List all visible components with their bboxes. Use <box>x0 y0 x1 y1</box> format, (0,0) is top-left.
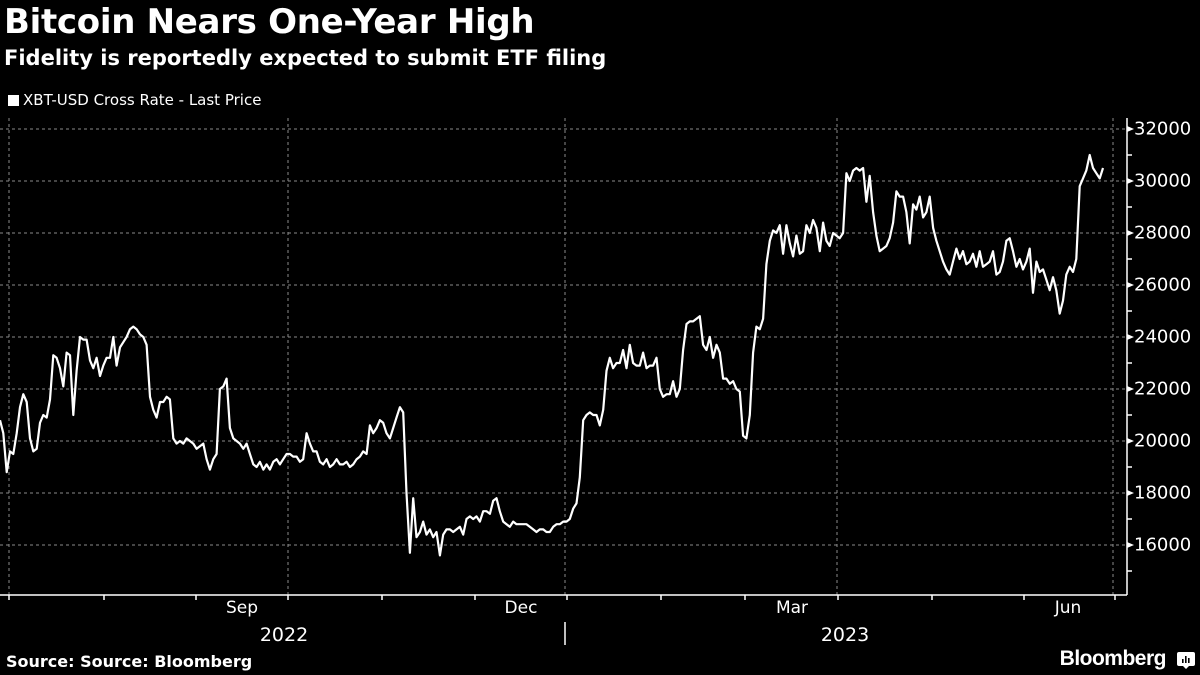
x-year-label: 2023 <box>820 624 870 646</box>
gridlines <box>0 118 1127 595</box>
chart-subtitle: Fidelity is reportedly expected to submi… <box>4 46 607 70</box>
legend: XBT-USD Cross Rate - Last Price <box>8 91 261 109</box>
y-tick-label: 18000 <box>1134 482 1192 504</box>
y-tick-label: 22000 <box>1134 378 1192 400</box>
source-note: Source: Source: Bloomberg <box>6 652 253 671</box>
y-tick-arrow-icon <box>1127 334 1134 340</box>
y-tick-arrow-icon <box>1127 490 1134 496</box>
y-tick-label: 26000 <box>1134 274 1192 296</box>
y-tick-label: 20000 <box>1134 430 1192 452</box>
chart-title: Bitcoin Nears One-Year High <box>4 2 535 42</box>
x-year-label: 2022 <box>259 624 309 646</box>
legend-swatch-icon <box>8 94 19 106</box>
axes <box>0 118 1134 645</box>
y-tick-arrow-icon <box>1127 126 1134 132</box>
y-tick-label: 30000 <box>1134 170 1192 192</box>
y-tick-arrow-icon <box>1127 178 1134 184</box>
y-tick-label: 32000 <box>1134 118 1192 140</box>
y-tick-arrow-icon <box>1127 386 1134 392</box>
y-tick-arrow-icon <box>1127 542 1134 548</box>
x-tick-label: Mar <box>775 598 809 618</box>
bloomberg-logo: Bloomberg <box>1059 647 1167 670</box>
y-tick-arrow-icon <box>1127 230 1134 236</box>
y-tick-label: 16000 <box>1134 534 1192 556</box>
y-tick-arrow-icon <box>1127 282 1134 288</box>
price-line <box>0 153 1105 557</box>
y-tick-label: 24000 <box>1134 326 1192 348</box>
x-tick-label: Sep <box>225 598 259 618</box>
legend-label: XBT-USD Cross Rate - Last Price <box>23 91 262 109</box>
x-tick-label: Dec <box>504 598 538 618</box>
bloomberg-chart-icon <box>1177 652 1195 669</box>
y-tick-arrow-icon <box>1127 438 1134 444</box>
y-tick-label: 28000 <box>1134 222 1192 244</box>
x-tick-label: Jun <box>1054 598 1082 618</box>
